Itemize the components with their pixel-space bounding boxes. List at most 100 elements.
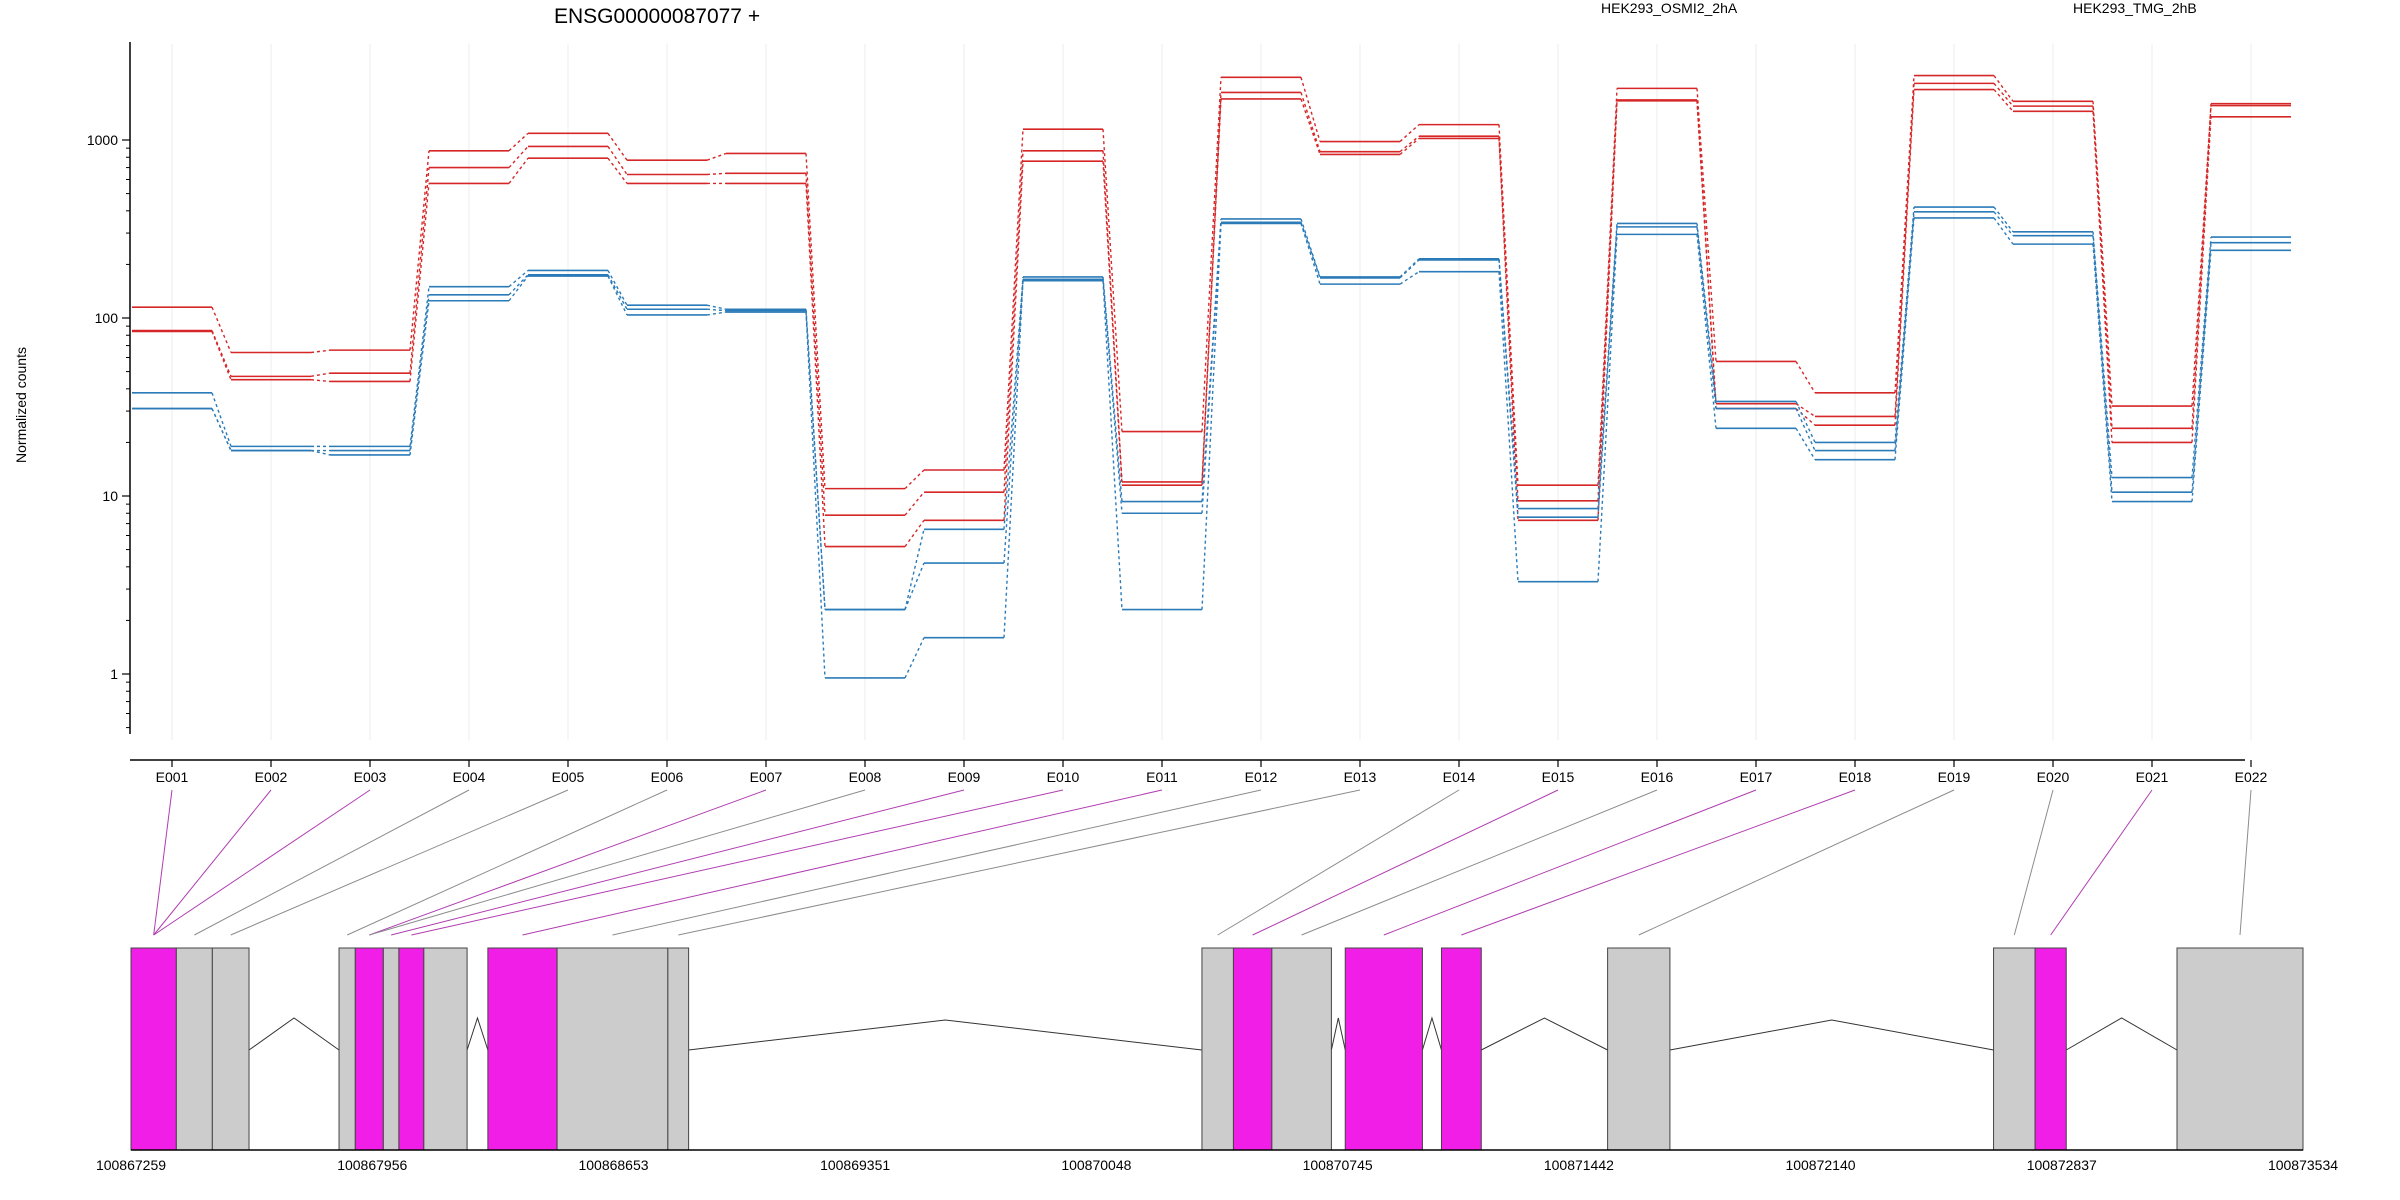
series-connector [706,304,727,310]
series-connector [1795,408,1816,451]
series-connector [706,172,727,176]
series-connector [706,152,727,161]
series-connector [1102,280,1123,610]
exon-connector [153,789,173,936]
series-connector [508,274,529,296]
series-connector [607,132,628,161]
series-connector [607,146,628,175]
series-connector [1003,150,1024,493]
x-tick-label: E001 [156,769,189,785]
series-connector [508,269,529,288]
series-connector [904,637,925,679]
gene-model [130,947,2304,1151]
exon-box-e020 [2176,947,2304,1151]
series-connector [310,372,331,378]
exon-box-e019 [2034,947,2067,1151]
series-connector [1795,427,1816,461]
chart-title: ENSG00000087077 + [554,5,760,28]
series-connector [904,519,925,547]
series-connector [1300,77,1321,142]
exon-box-e012 [1201,947,1234,1151]
exon-connectors [153,789,2252,936]
series-connector [1795,401,1816,443]
exon-connector [411,789,1064,936]
series-connector [1201,98,1222,486]
exon-connector [678,789,1361,936]
series-connector [409,150,430,351]
series-connector [1201,222,1222,514]
series-connector [2092,231,2113,478]
intron-line [1481,1017,1608,1051]
exon-box-e009 [487,947,558,1151]
series-connector [1993,217,2014,245]
coordinate-tick-label: 100872837 [2027,1157,2097,1173]
exon-connector [153,789,272,936]
intron-line [1330,1017,1346,1051]
series-connector [1399,124,1420,143]
series-connector [1993,211,2014,237]
x-tick-label: E009 [948,769,981,785]
series-connector [1597,99,1618,501]
x-tick-label: E006 [651,769,684,785]
series-connector [805,312,826,679]
legend-entry-tmg: HEK293_TMG_2hB [2073,0,2197,16]
series-connector [211,408,232,451]
series-connector [310,349,331,354]
series-connector [706,308,727,312]
series-connector [904,491,925,516]
series-connector [1597,226,1618,518]
series-connector [1993,82,2014,107]
series-connector [508,145,529,169]
series-lines [132,74,2291,679]
series-connector [1300,222,1321,279]
series-connector [1795,361,1816,394]
series-connector [1894,83,1915,417]
x-tick-label: E010 [1047,769,1080,785]
exon-connector [2050,789,2153,936]
series-connector [409,183,430,382]
exon-connector [194,789,470,936]
exon-connector [346,789,668,936]
y-axis-label: Normalized counts [13,347,29,463]
series-connector [409,167,430,374]
exon-connector [2013,789,2054,936]
exon-box-e006 [382,947,400,1151]
series-connector [805,183,826,547]
coordinate-tick-label: 100871442 [1544,1157,1614,1173]
exon-connector [230,789,569,936]
series-connector [1399,135,1420,153]
series-connector [2191,250,2212,502]
series-connector [508,132,529,152]
series-connector [607,157,628,184]
exon-box-e014 [1271,947,1332,1151]
exon-box-e011 [667,947,690,1151]
x-tick-label: E011 [1146,769,1178,785]
series-connector [706,311,727,316]
legend-entry-osmi2: HEK293_OSMI2_2hA [1601,0,1738,16]
intron-line [2065,1017,2178,1051]
series-connector [1498,271,1519,582]
exon-connector [1252,789,1559,936]
exon-connector [1638,789,1955,936]
x-tick-label: E014 [1443,769,1476,785]
series-connector [1894,89,1915,426]
exon-connector [1217,789,1460,936]
gridlines [171,44,2252,740]
exon-box-e001 [130,947,177,1151]
coordinate-tick-label: 100867259 [96,1157,166,1173]
series-connector [1993,206,2014,233]
coordinate-tick-label: 100867956 [337,1157,407,1173]
series-connector [1399,259,1420,279]
series-connector [1300,92,1321,152]
series-connector [1300,218,1321,278]
y-axis: 1 10 100 1000 [87,42,131,734]
series-connector [508,275,529,302]
exon-box-e002 [175,947,213,1151]
series-connector [1003,129,1024,471]
coordinate-tick-label: 100869351 [820,1157,890,1173]
exon-box-e004 [338,947,356,1151]
x-tick-label: E022 [2235,769,2268,785]
y-tick-label: 1000 [87,132,118,148]
series-connector [1894,211,1915,451]
series-connector [607,270,628,306]
